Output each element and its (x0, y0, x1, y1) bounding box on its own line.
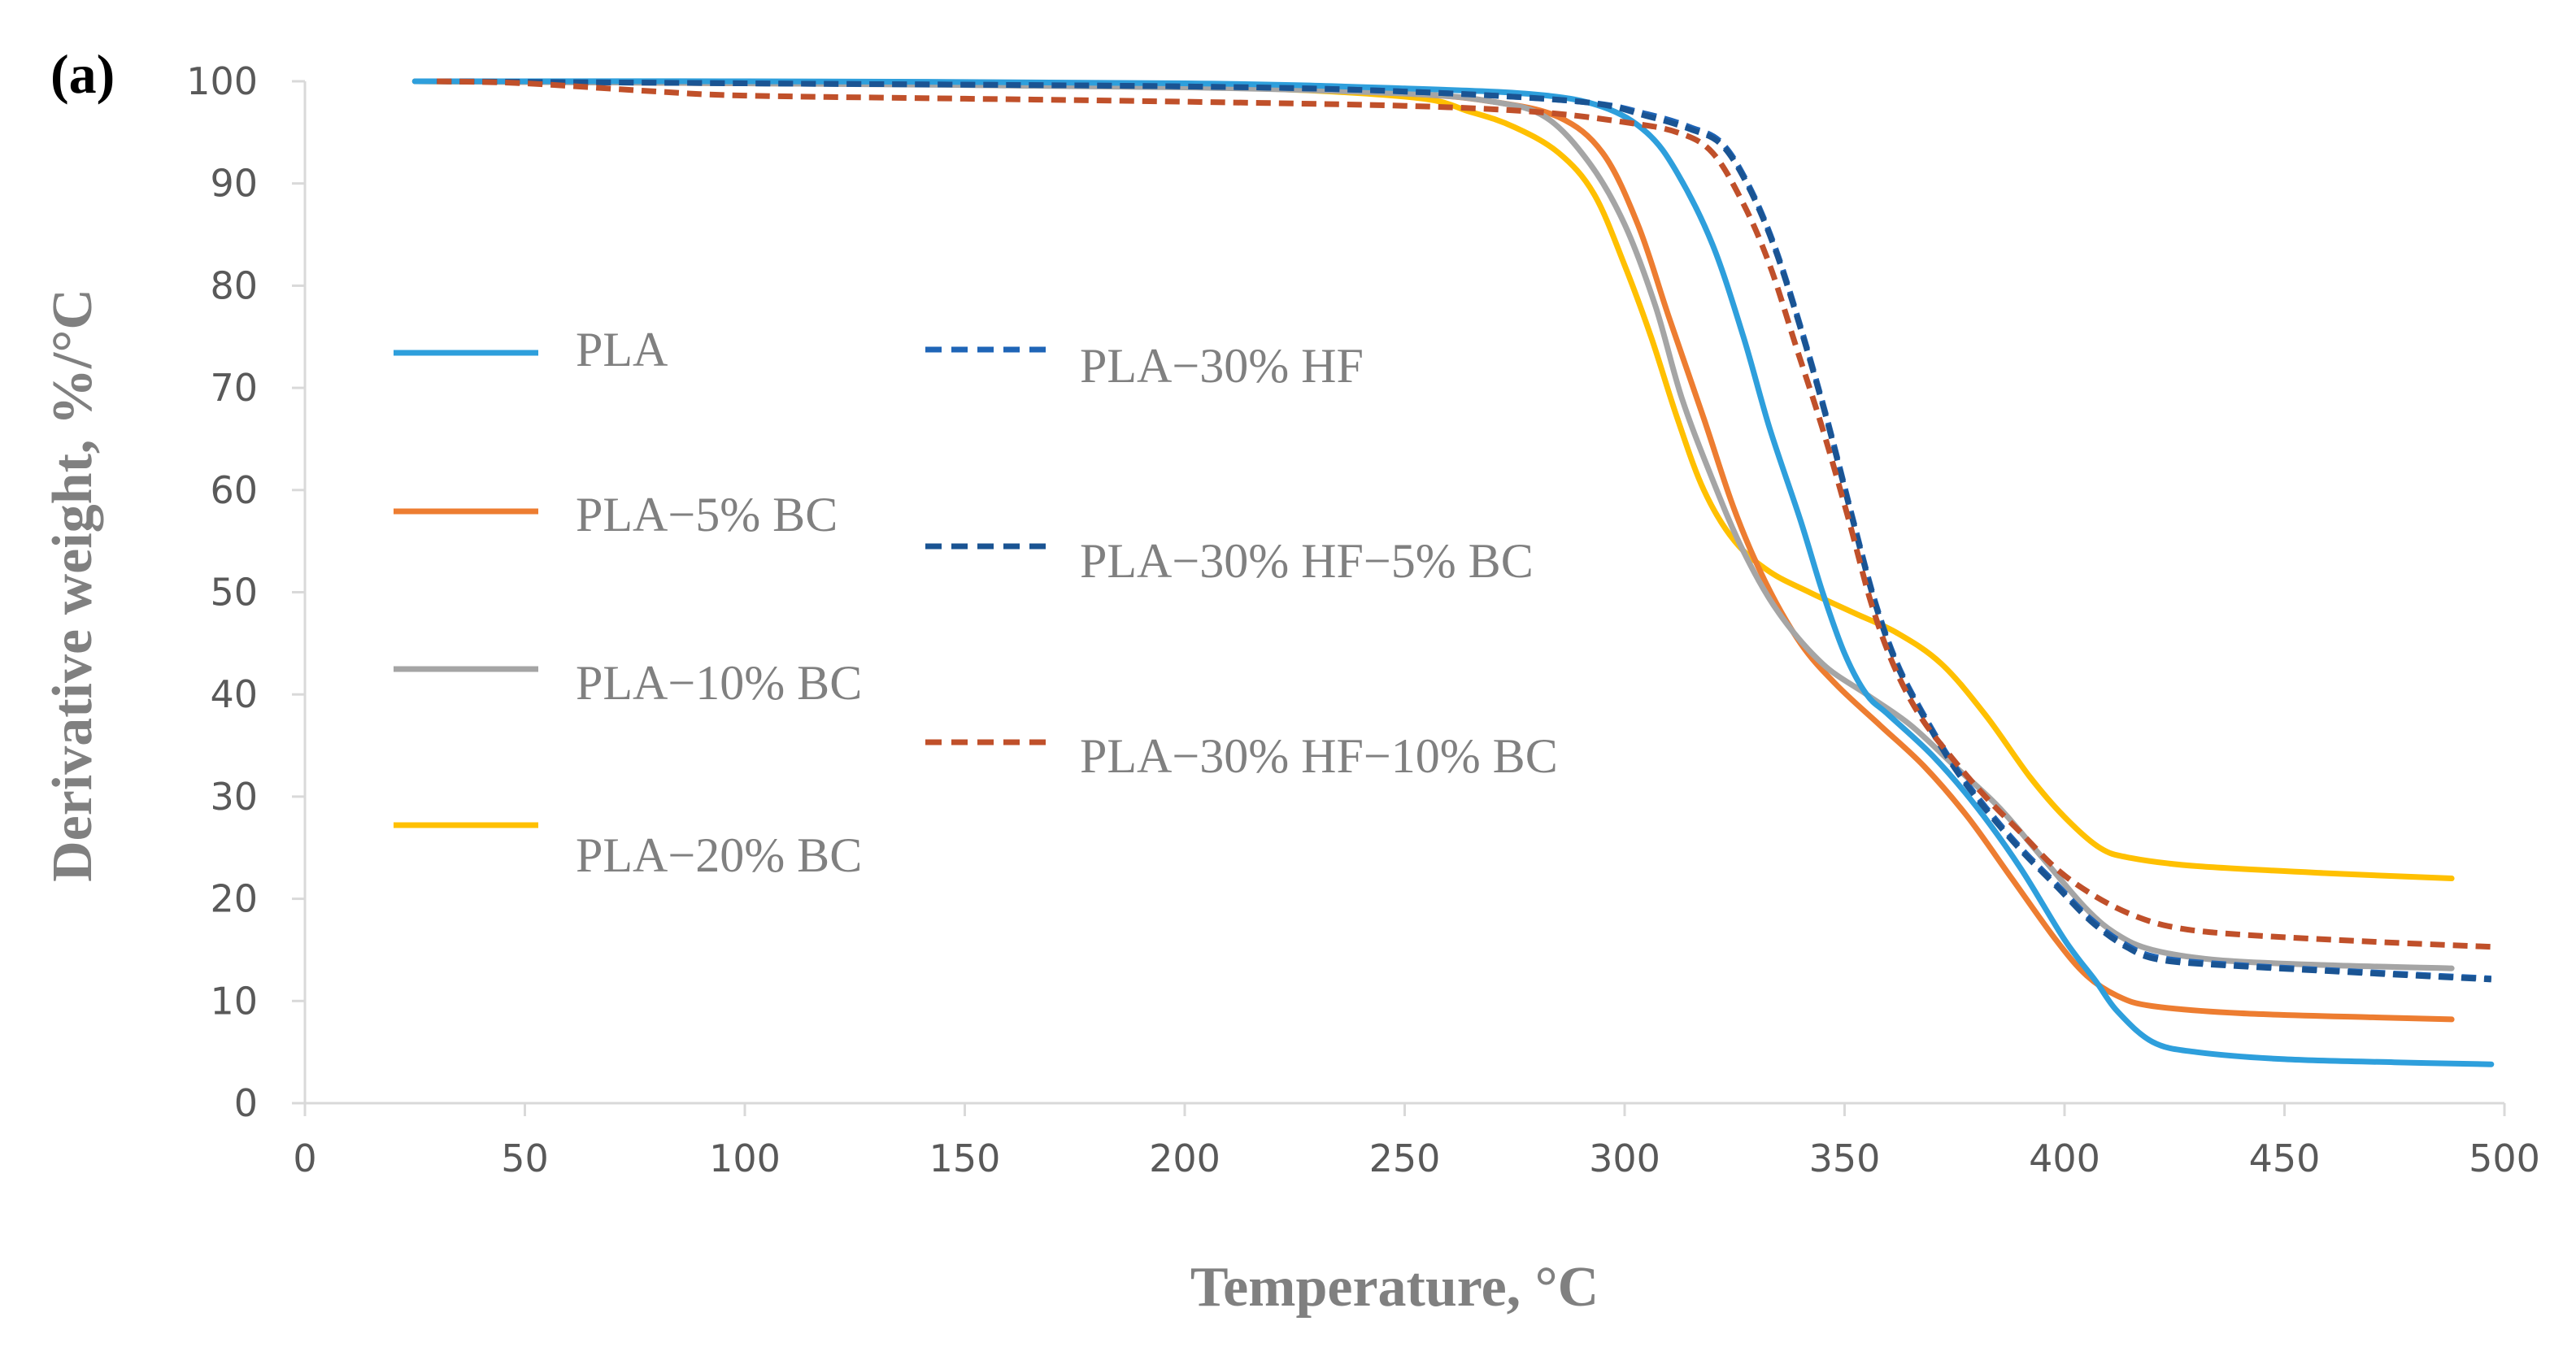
x-tick-label: 100 (709, 1137, 781, 1180)
y-tick-label: 60 (210, 468, 258, 512)
panel-label: (a) (50, 43, 115, 105)
x-tick-label: 250 (1369, 1137, 1441, 1180)
x-tick-label: 400 (2029, 1137, 2100, 1180)
y-axis-title: Derivative weight, %/°C (41, 289, 104, 882)
legend-label-0: PLA (576, 323, 668, 376)
x-tick-label: 200 (1149, 1137, 1221, 1180)
x-tick-label: 450 (2249, 1137, 2321, 1180)
x-tick-label: 50 (501, 1137, 549, 1180)
y-tick-label: 70 (210, 366, 258, 410)
y-tick-label: 50 (210, 571, 258, 615)
x-tick-label: 350 (1809, 1137, 1881, 1180)
legend-label-5: PLA−30% HF−5% BC (1080, 534, 1534, 588)
legend-label-3: PLA−20% BC (576, 828, 862, 882)
legend-label-6: PLA−30% HF−10% BC (1080, 729, 1558, 783)
x-tick-label: 0 (293, 1137, 316, 1180)
legend-label-1: PLA−5% BC (576, 488, 838, 541)
axes: 0 50 100 150 200 250 300 350 400 450 500 0 10 20 30 40 5… (186, 59, 2540, 1180)
legend-label-2: PLA−10% BC (576, 656, 862, 710)
series-layer (411, 78, 2495, 1067)
y-tick-label: 30 (210, 775, 258, 819)
x-tick-label: 150 (929, 1137, 1001, 1180)
y-tick-label: 80 (210, 263, 258, 307)
x-axis-title: Temperature, °C (1190, 1256, 1599, 1319)
y-tick-label: 100 (186, 59, 258, 103)
x-tick-label: 500 (2469, 1137, 2540, 1180)
y-tick-label: 90 (210, 162, 258, 206)
y-tick-label: 40 (210, 672, 258, 716)
legend: PLA PLA−5% BC PLA−10% BC PLA−20% BC PLA−30% … (394, 323, 1558, 882)
legend-label-4: PLA−30% HF (1080, 339, 1364, 393)
series-line-6 (437, 78, 2491, 950)
y-tick-label: 20 (210, 877, 258, 921)
x-tick-label: 300 (1589, 1137, 1660, 1180)
series-line-0 (411, 78, 2495, 1067)
y-tick-label: 10 (210, 979, 258, 1023)
y-tick-label: 0 (234, 1081, 258, 1125)
